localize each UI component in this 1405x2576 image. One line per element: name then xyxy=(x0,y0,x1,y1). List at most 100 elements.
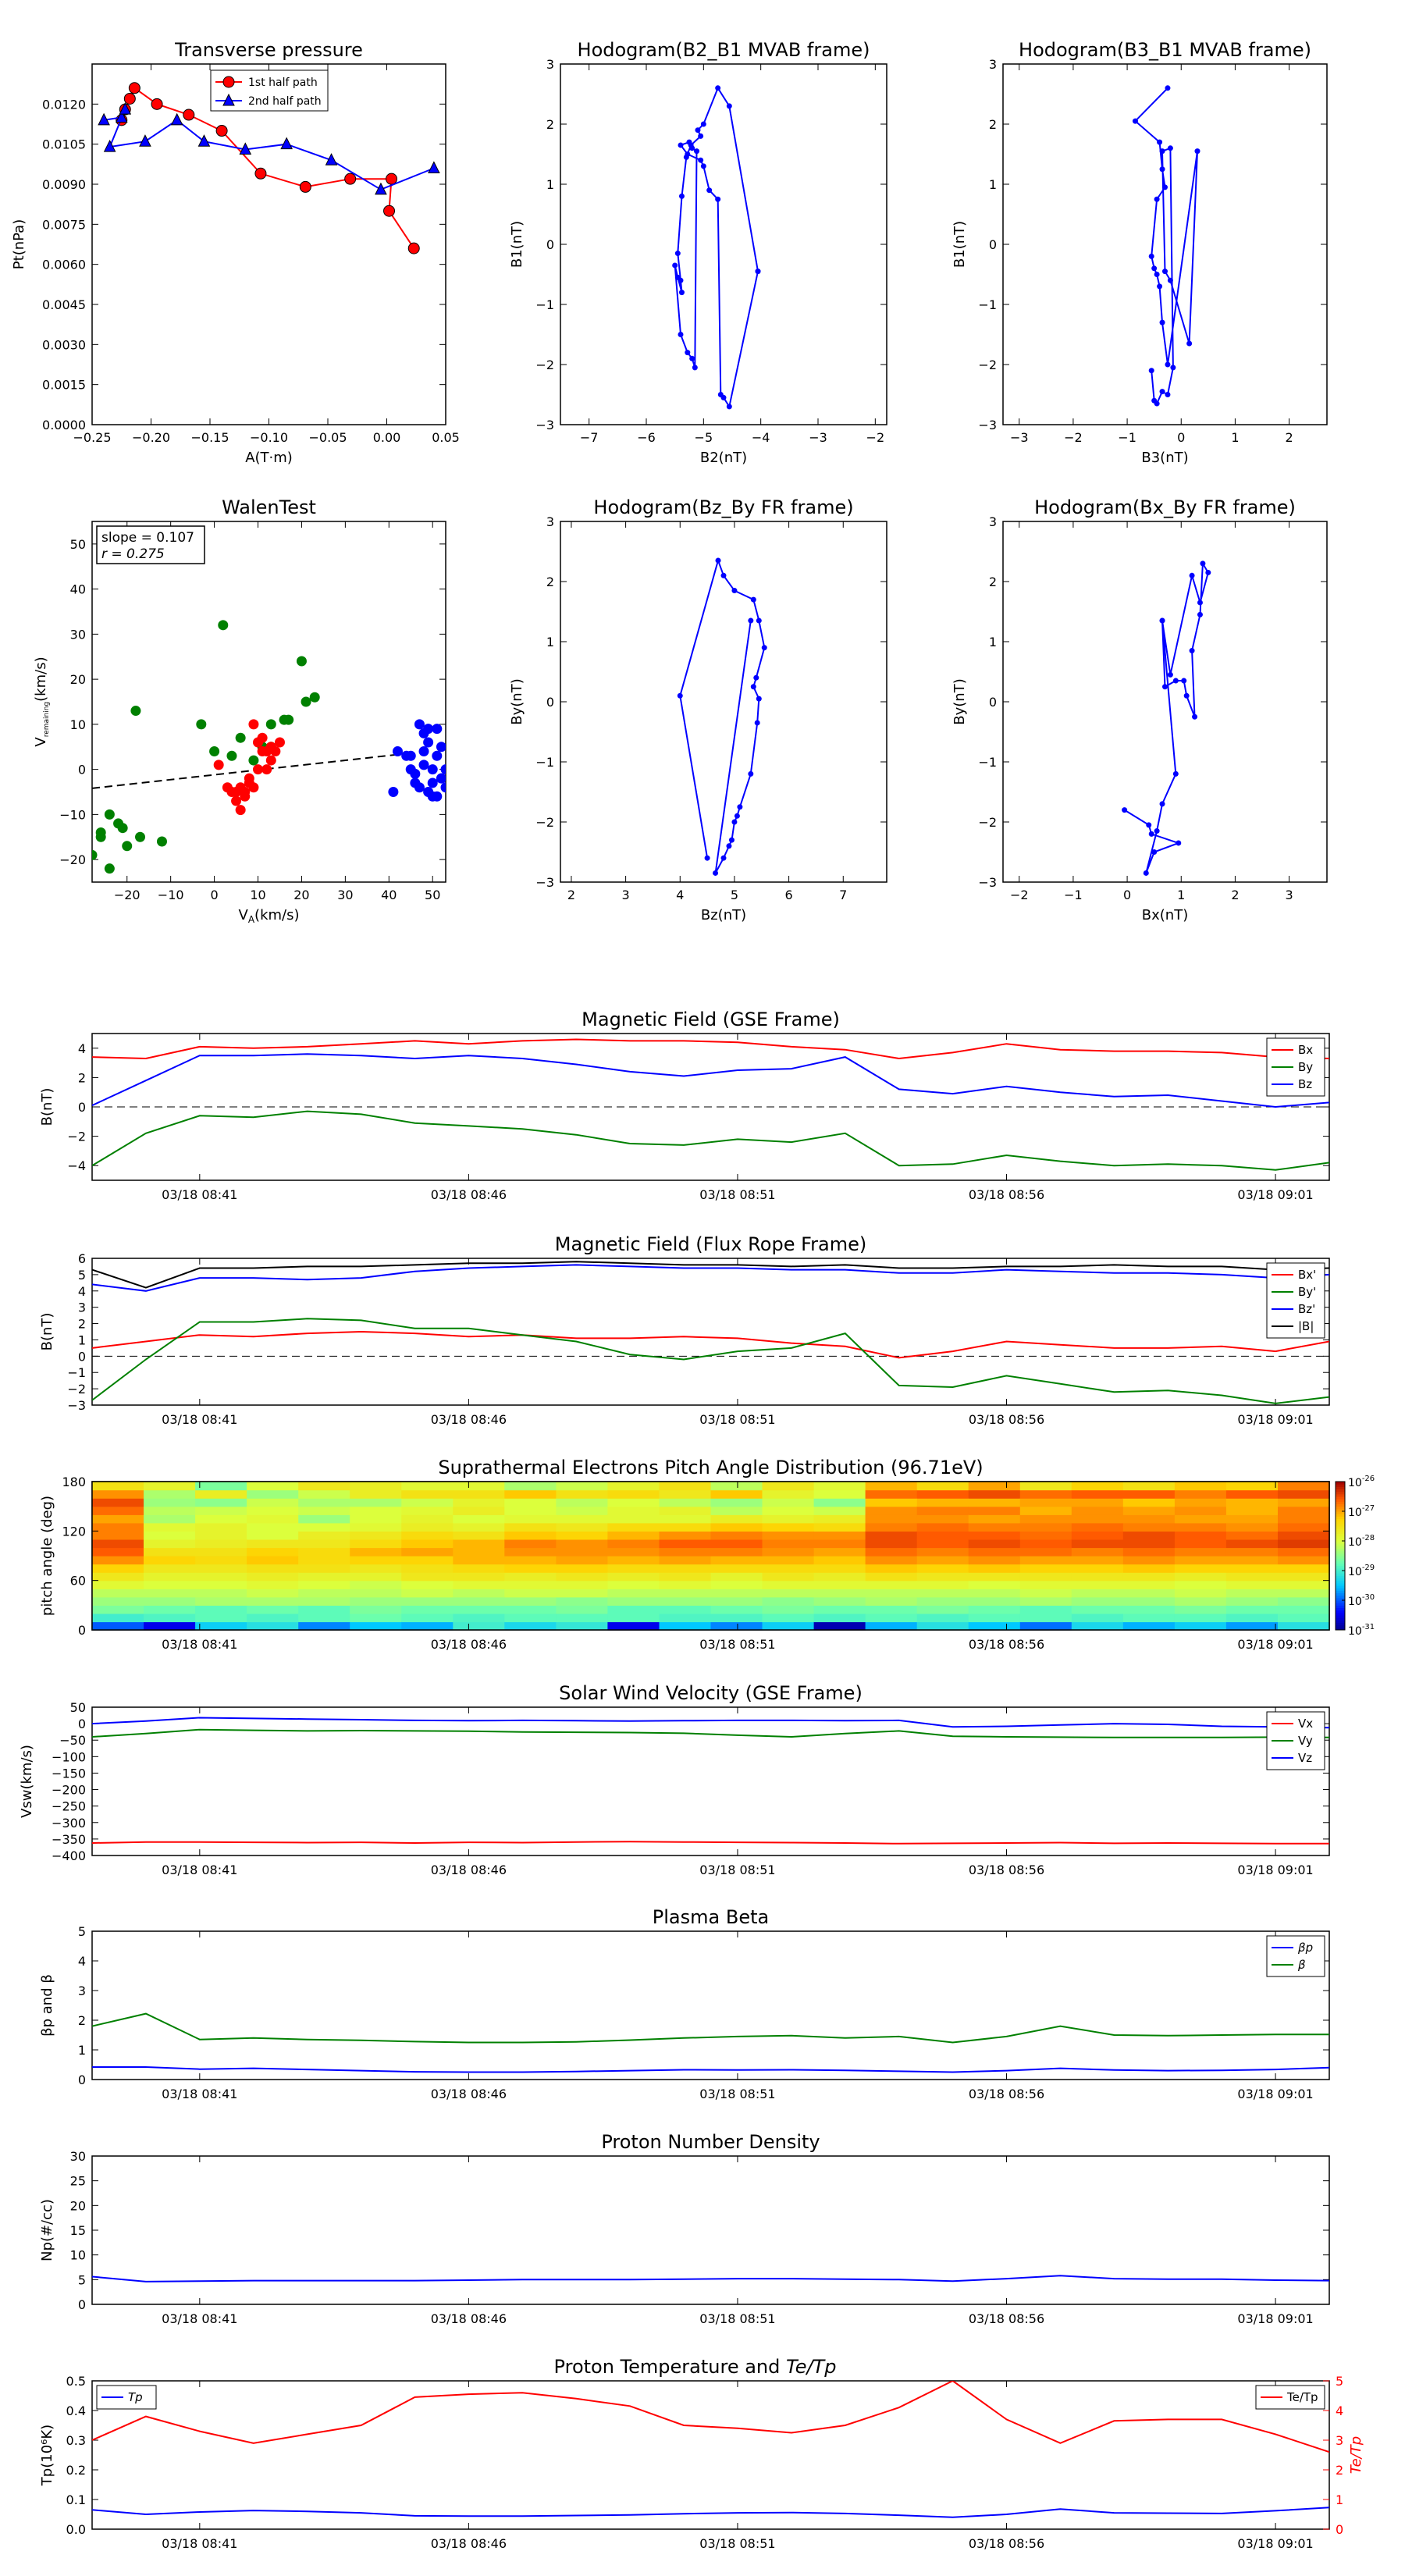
heatmap-cell xyxy=(607,1531,660,1540)
colorbar-cell xyxy=(1336,1605,1345,1608)
heatmap-cell xyxy=(813,1547,866,1557)
heatmap-cell xyxy=(350,1539,402,1549)
x-axis-label: VA(km/s) xyxy=(239,907,300,925)
x-tick-label: −6 xyxy=(637,430,656,445)
y-tick-label: 20 xyxy=(70,672,86,687)
heatmap-cell xyxy=(659,1522,712,1532)
chart-1: Hodogram(B2_B1 MVAB frame) −7 −6 −5 −4 −3 −2 −3… xyxy=(509,39,887,466)
y-tick-label: 3 xyxy=(78,1300,86,1315)
scatter-point xyxy=(135,831,146,842)
heatmap-cell xyxy=(1174,1489,1227,1499)
y-tick-label: 0.0030 xyxy=(42,337,86,352)
y-axis-label: Vsw(km/s) xyxy=(19,1745,35,1818)
hodogram-point xyxy=(748,770,754,777)
hodogram-point xyxy=(1197,600,1203,606)
x-tick-label: −3 xyxy=(1010,430,1029,445)
y-tick-label: −1 xyxy=(67,1365,86,1380)
y-axis-label: Np(#/cc) xyxy=(39,2199,55,2261)
plot-frame xyxy=(1002,521,1328,883)
scatter-point xyxy=(427,791,438,802)
colorbar-cell xyxy=(1336,1620,1345,1623)
colorbar-cell xyxy=(1336,1521,1345,1525)
y-axis-label: By(nT) xyxy=(509,678,525,724)
marker-triangle xyxy=(139,134,151,147)
y-tick-label: 0.1 xyxy=(66,2492,86,2507)
heatmap-cell xyxy=(144,1514,196,1524)
y-tick-label: 10 xyxy=(70,717,86,732)
series-group xyxy=(92,1717,1329,1845)
hodogram-point xyxy=(756,617,762,624)
scatter-point xyxy=(257,732,268,743)
y-axis-label: By(nT) xyxy=(951,678,968,724)
heatmap-cell xyxy=(92,1547,144,1557)
x-tick-label: 4 xyxy=(676,888,684,902)
x-tick-label: 1 xyxy=(1231,430,1239,445)
heatmap-cell xyxy=(504,1531,557,1540)
scatter-point xyxy=(226,750,237,761)
time-tick-label: 03/18 08:51 xyxy=(699,2087,775,2101)
heatmap-cell xyxy=(401,1564,454,1573)
heatmap-cell xyxy=(92,1531,144,1540)
scatter-point xyxy=(240,791,251,802)
y-tick-label: 0 xyxy=(78,1623,86,1638)
heatmap-cell xyxy=(247,1564,299,1573)
plot-frame xyxy=(560,63,887,425)
chart-3: WalenTest −20 −10 0 10 20 30 40 50 −20 −10 0 10 20 30 4… xyxy=(33,496,446,925)
heatmap-cell xyxy=(195,1613,247,1623)
scatter-point xyxy=(104,809,115,820)
heatmap-cell xyxy=(762,1589,815,1598)
heatmap-cell xyxy=(298,1621,350,1631)
heatmap-cell xyxy=(144,1596,196,1606)
series-group xyxy=(92,2012,1329,2073)
hodogram-point xyxy=(1154,828,1160,834)
heatmap-cell xyxy=(92,1489,144,1499)
x-tick-label: −2 xyxy=(866,430,885,445)
y-axis-label-right: Te/Tp xyxy=(1348,2436,1364,2474)
hodogram-point xyxy=(1159,617,1165,624)
heatmap-cell xyxy=(710,1522,763,1532)
y-axis-label: Pt(nPa) xyxy=(11,219,27,269)
scatter-point xyxy=(248,755,259,766)
heatmap-cell xyxy=(1019,1531,1072,1540)
x-tick-label: 7 xyxy=(839,888,847,902)
heatmap-cell xyxy=(556,1564,608,1573)
x-axis-label-sub: A xyxy=(248,914,255,925)
hodogram-point xyxy=(1159,389,1165,395)
y-tick-label-right: 1 xyxy=(1336,2492,1343,2507)
heatmap-cell xyxy=(195,1621,247,1631)
x-tick-label: 5 xyxy=(731,888,738,902)
y-tick-label: 3 xyxy=(989,57,997,72)
heatmap-cell xyxy=(1278,1498,1330,1507)
series-group xyxy=(92,1038,1329,1171)
series-group xyxy=(92,2275,1329,2282)
x-axis-label: B3(nT) xyxy=(1141,450,1188,466)
series-line-0 xyxy=(92,1841,1329,1845)
heatmap-cell xyxy=(968,1580,1021,1589)
heatmap-cell xyxy=(453,1621,505,1631)
heatmap-cell xyxy=(1278,1514,1330,1524)
series-line-1 xyxy=(92,1110,1329,1171)
heatmap-cell xyxy=(247,1547,299,1557)
y-tick-label: 10 xyxy=(70,2248,86,2263)
heatmap-cell xyxy=(92,1522,144,1532)
heatmap-cell xyxy=(247,1506,299,1515)
x-axis-label-rest: (km/s) xyxy=(254,907,299,923)
heatmap-cell xyxy=(762,1506,815,1515)
colorbar-tick-label: 10-30 xyxy=(1348,1593,1375,1608)
heatmap-cell xyxy=(1122,1605,1176,1614)
hodogram-point xyxy=(1159,166,1165,173)
heatmap-cell xyxy=(865,1514,918,1524)
chart-9: Solar Wind Velocity (GSE Frame) 03/18 08:… xyxy=(19,1682,1330,1877)
heatmap-cell xyxy=(607,1522,660,1532)
hodogram-point xyxy=(715,196,721,202)
heatmap-cell xyxy=(1225,1498,1279,1507)
colorbar-cell xyxy=(1336,1610,1345,1614)
heatmap-cell xyxy=(401,1539,454,1549)
hodogram-point xyxy=(678,290,685,296)
heatmap-cell xyxy=(1122,1482,1176,1491)
heatmap-cell xyxy=(968,1482,1021,1491)
heatmap-cell xyxy=(968,1596,1021,1606)
heatmap-cell xyxy=(1174,1589,1227,1598)
heatmap-cell xyxy=(762,1572,815,1582)
heatmap-cell xyxy=(1019,1572,1072,1582)
